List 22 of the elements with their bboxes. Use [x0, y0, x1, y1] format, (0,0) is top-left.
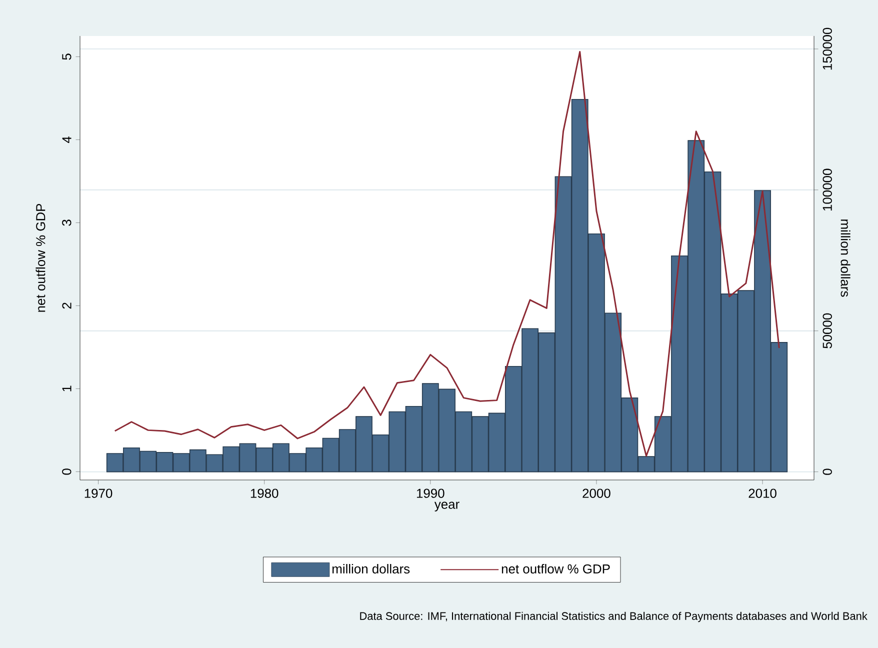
- source-note: Data Source: IMF, International Financial Statistics and Balance of Payments databases and World Bank: [360, 612, 868, 622]
- y2-tick-label: 50000: [822, 313, 832, 348]
- y-tick-label: 4: [62, 136, 72, 144]
- y2-tick-label: 100000: [822, 168, 832, 211]
- x-tick-label: 1990: [416, 488, 444, 498]
- x-axis-title: year: [434, 502, 460, 512]
- y-tick-label: 3: [62, 220, 72, 226]
- y2-axis-title: million dollars: [840, 220, 850, 297]
- line-series: [114, 51, 780, 457]
- x-tick-label: 1980: [250, 488, 278, 498]
- y2-tick-label: 0: [822, 468, 832, 475]
- legend-label: net outflow % GDP: [502, 564, 610, 574]
- y-axis-title: net outflow % GDP: [36, 204, 46, 312]
- y-tick-label: 1: [62, 386, 72, 392]
- legend-label: million dollars: [332, 564, 410, 574]
- y-tick-label: 0: [62, 468, 72, 475]
- x-tick-label: 2010: [748, 488, 776, 498]
- y-tick-label: 5: [62, 54, 72, 60]
- y-tick-label: 2: [62, 302, 72, 309]
- x-tick-label: 2000: [582, 488, 610, 498]
- x-tick-label: 1970: [84, 488, 112, 498]
- y2-tick-label: 150000: [822, 28, 832, 70]
